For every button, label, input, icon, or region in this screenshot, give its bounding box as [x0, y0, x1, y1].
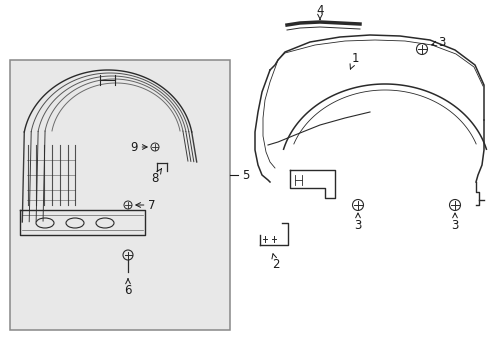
Text: 3: 3 — [354, 213, 361, 231]
Bar — [10, 60, 229, 330]
Text: 3: 3 — [450, 213, 458, 231]
Text: 7: 7 — [136, 198, 155, 212]
Text: 8: 8 — [151, 168, 161, 185]
Text: 3: 3 — [431, 36, 445, 49]
Text: 2: 2 — [271, 254, 279, 271]
Text: 5: 5 — [242, 168, 249, 181]
Text: 4: 4 — [316, 4, 323, 19]
Text: 9: 9 — [130, 140, 147, 153]
Text: 1: 1 — [349, 51, 358, 69]
Text: 6: 6 — [124, 279, 131, 297]
